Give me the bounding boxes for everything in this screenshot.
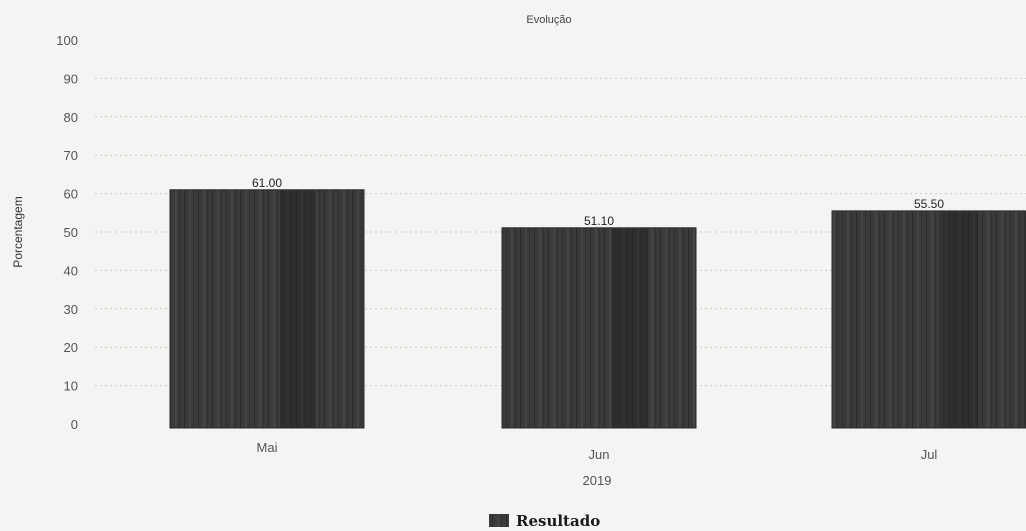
y-tick-label: 70 (64, 148, 78, 163)
x-axis-label: 2019 (583, 473, 612, 488)
y-tick-label: 100 (56, 33, 78, 48)
y-tick-label: 30 (64, 302, 78, 317)
x-tick-label-jul: Jul (921, 447, 938, 462)
y-tick-label: 40 (64, 263, 78, 278)
y-tick-label: 80 (64, 110, 78, 125)
x-tick-label-mai: Mai (257, 440, 278, 455)
data-label-jul: 55.50 (914, 197, 944, 211)
y-tick-label: 60 (64, 187, 78, 202)
data-label-jun: 51.10 (584, 214, 614, 228)
legend: Resultado (489, 512, 600, 530)
x-axis-ticks: Mai Jun Jul (257, 440, 938, 462)
y-tick-label: 50 (64, 225, 78, 240)
bars (169, 189, 1026, 429)
y-tick-label: 0 (71, 417, 78, 432)
x-tick-label-jun: Jun (589, 447, 610, 462)
bar-jun (501, 227, 697, 429)
data-label-mai: 61.00 (252, 176, 282, 190)
data-labels: 61.00 51.10 55.50 (252, 176, 944, 228)
bar-jul (831, 210, 1026, 429)
bar-shade-jul (942, 211, 978, 428)
bar-mai (169, 189, 365, 429)
y-tick-label: 90 (64, 71, 78, 86)
y-axis-label: Porcentagem (11, 196, 25, 267)
y-tick-label: 10 (64, 379, 78, 394)
chart-title: Evolução (526, 14, 571, 26)
bar-shade-jun (612, 228, 648, 428)
legend-label: Resultado (516, 512, 600, 530)
y-tick-label: 20 (64, 340, 78, 355)
bar-shade-mai (280, 190, 316, 428)
y-axis-ticks: 0 10 20 30 40 50 60 70 80 90 100 (56, 33, 78, 432)
legend-swatch (489, 514, 509, 527)
